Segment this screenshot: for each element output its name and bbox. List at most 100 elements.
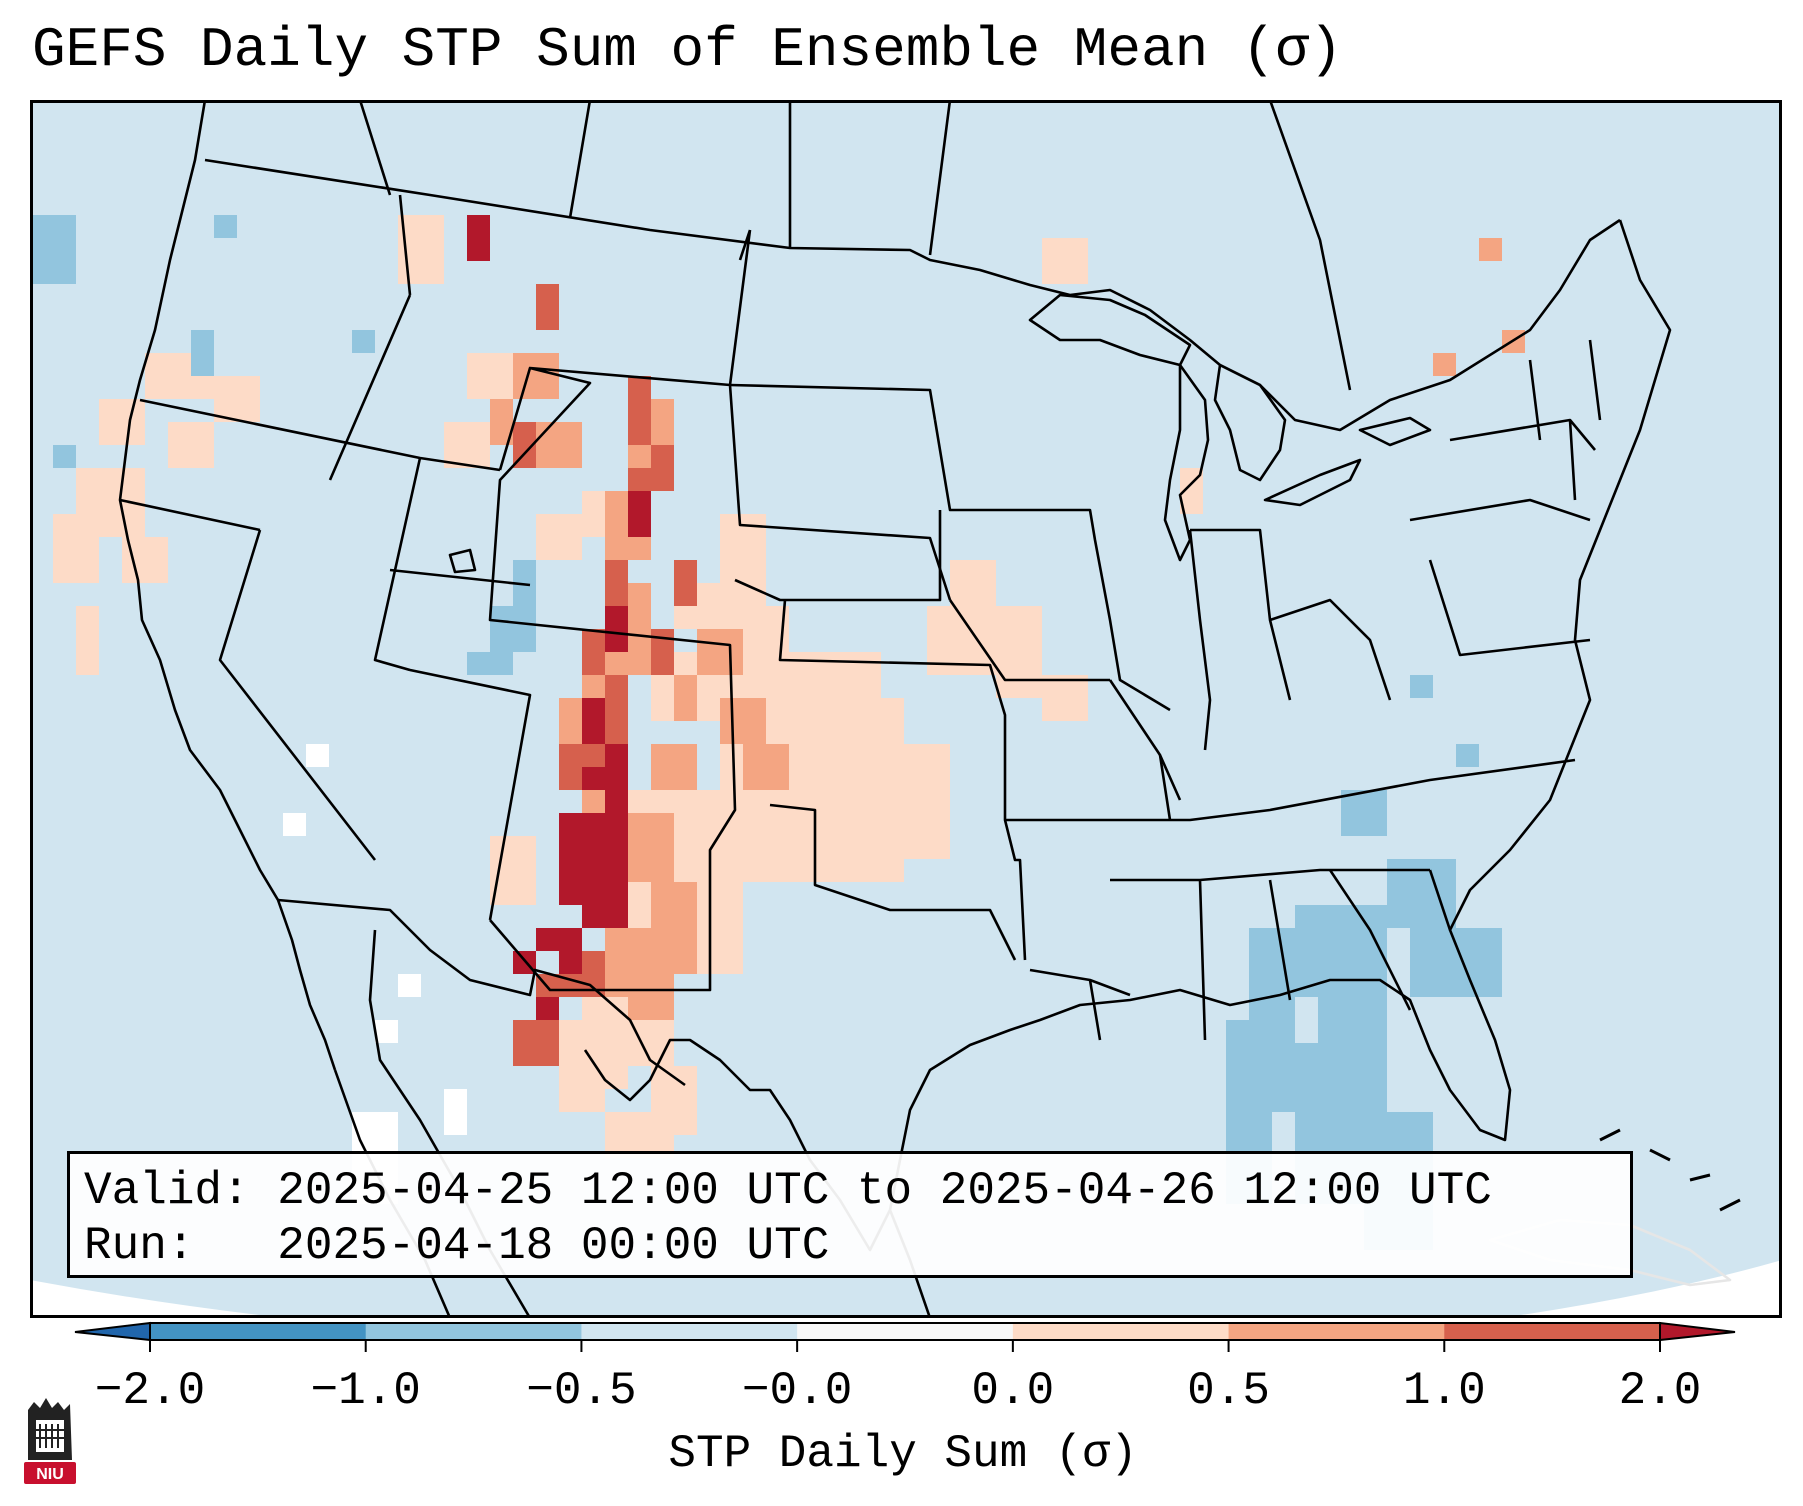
colorbar-bin	[797, 1323, 1014, 1340]
stp-cell	[1456, 744, 1479, 767]
stp-cell	[582, 767, 605, 790]
lake-erie	[1263, 458, 1362, 507]
stp-cell	[513, 353, 559, 399]
colorbar-bin	[1228, 1323, 1445, 1340]
colorbar-tick-label: −1.0	[310, 1365, 421, 1417]
stp-cell	[352, 330, 375, 353]
stp-cell	[950, 560, 996, 606]
colorbar-bin	[581, 1323, 798, 1340]
stp-cell	[743, 744, 789, 790]
stp-cell	[605, 1112, 674, 1158]
state-lines-south	[1005, 754, 1576, 1041]
stp-cell	[513, 422, 536, 468]
stp-cell	[536, 997, 559, 1020]
colorbar-bin	[365, 1323, 582, 1340]
us-mexico-border	[277, 898, 686, 1087]
us-canada-border	[204, 158, 1621, 432]
stp-cell	[1295, 905, 1387, 997]
state-lines-northeast	[1409, 339, 1602, 657]
logo-text: NIU	[36, 1466, 64, 1483]
stp-cell	[605, 744, 628, 790]
map-background	[30, 100, 1782, 1318]
stp-cell	[628, 974, 674, 1020]
stp-cell	[628, 491, 651, 537]
map-panel: Valid: 2025-04-25 12:00 UTC to 2025-04-2…	[30, 100, 1782, 1318]
stp-cell	[513, 560, 536, 606]
colorbar-ticks	[149, 1340, 1661, 1352]
valid-time-text: Valid: 2025-04-25 12:00 UTC to 2025-04-2…	[84, 1165, 1492, 1217]
stp-cell	[536, 514, 582, 560]
stp-cell	[582, 629, 605, 675]
valid-run-info-box: Valid: 2025-04-25 12:00 UTC to 2025-04-2…	[67, 1151, 1633, 1278]
map-frame-border	[30, 100, 1782, 1318]
stp-cell	[559, 1066, 605, 1112]
logo-badge	[24, 1462, 76, 1484]
domain-edge-bottom-left	[30, 1280, 285, 1318]
stp-cell	[1042, 675, 1088, 721]
stp-cell	[651, 744, 697, 790]
stp-cell	[99, 399, 145, 445]
stp-cell	[536, 928, 582, 951]
stp-cell	[1410, 675, 1433, 698]
canada-province-lines	[358, 100, 1352, 391]
stp-cell	[582, 698, 605, 744]
colorbar-tick-label: 1.0	[1402, 1365, 1486, 1417]
colorbar-tick-label: 0.5	[1187, 1365, 1270, 1417]
page-title: GEFS Daily STP Sum of Ensemble Mean (σ)	[32, 18, 1343, 82]
stp-cell	[306, 744, 329, 767]
state-lines-plains	[729, 383, 1027, 961]
stp-cell	[191, 330, 214, 376]
stp-cell	[53, 445, 76, 468]
stp-cell	[651, 445, 674, 491]
colorbar-extend-high	[1659, 1321, 1736, 1342]
stp-cell	[766, 813, 812, 859]
stp-cell	[490, 399, 513, 445]
conus-map	[30, 100, 1782, 1318]
pacific-coastline	[118, 100, 337, 1071]
stp-cell	[536, 422, 582, 468]
stp-cell	[605, 606, 628, 652]
stp-cell	[490, 606, 536, 652]
stp-cell	[1042, 238, 1088, 284]
domain-edge-bottom-right	[1500, 1260, 1782, 1318]
stp-cell	[283, 813, 306, 836]
stp-cell	[30, 215, 76, 284]
colorbar-tick-label: 0.0	[971, 1365, 1055, 1417]
stp-cell	[1479, 238, 1502, 261]
colorbar-tick-label: 2.0	[1618, 1365, 1702, 1417]
lake-superior	[1028, 293, 1192, 367]
stp-cell	[444, 422, 490, 468]
stp-cell	[628, 376, 651, 445]
stp-cell	[651, 629, 674, 675]
lake-ontario	[1358, 416, 1432, 447]
stp-cell	[168, 422, 214, 468]
colorbar-tick-label: −0.0	[741, 1365, 853, 1417]
stp-cell	[720, 698, 766, 744]
lake-huron	[1213, 363, 1287, 482]
stp-cell	[835, 767, 904, 813]
stp-cell	[76, 606, 99, 675]
colorbar-tick-label: −0.5	[526, 1365, 637, 1417]
stp-cell	[53, 514, 99, 583]
stp-cell	[605, 790, 628, 836]
stp-cell	[674, 675, 697, 721]
stp-cell	[697, 629, 743, 675]
stp-cell	[490, 836, 536, 905]
stp-cell	[214, 376, 260, 422]
colorbar-label: STP Daily Sum (σ)	[668, 1428, 1138, 1480]
colorbar-extend-low	[74, 1321, 151, 1342]
great-salt-lake	[448, 548, 477, 574]
stp-cell	[398, 974, 421, 997]
stp-cell	[996, 652, 1042, 698]
stp-cell	[513, 1020, 559, 1066]
stp-cell	[1272, 1043, 1364, 1112]
atlantic-coastline	[583, 219, 1672, 1252]
stp-cell	[1433, 353, 1456, 376]
stp-cell	[582, 882, 628, 928]
stp-cell	[605, 675, 628, 744]
run-time-text: Run: 2025-04-18 00:00 UTC	[84, 1220, 830, 1272]
colorbar-bin	[1012, 1323, 1230, 1340]
stp-cell	[536, 284, 559, 330]
stp-cell	[1341, 790, 1387, 836]
colorbar	[74, 1321, 1736, 1352]
